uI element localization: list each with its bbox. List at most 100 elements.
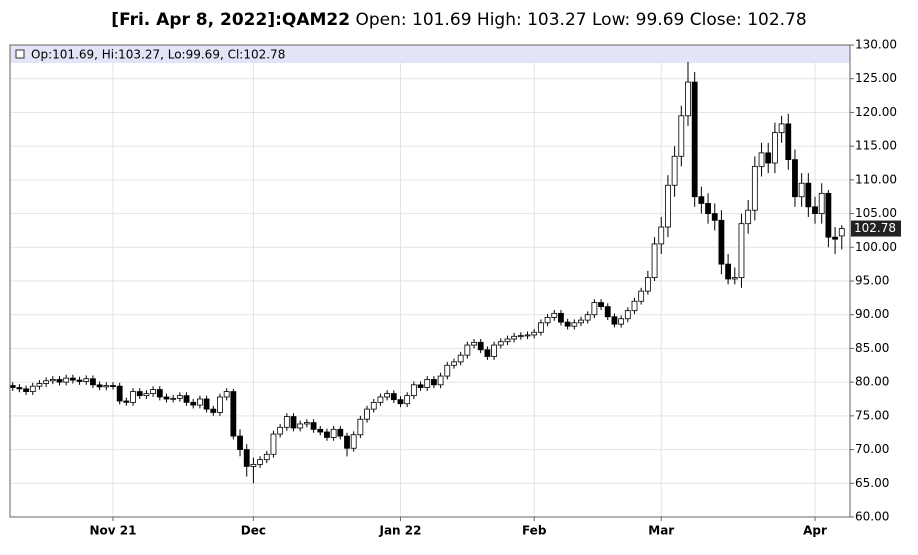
candle-body [705, 203, 711, 214]
candle-body [838, 228, 845, 237]
candle-body [805, 182, 812, 208]
candle-body [611, 316, 618, 325]
candle-body [344, 435, 350, 449]
y-tick-label: 115.00 [855, 139, 897, 153]
candle-body [250, 464, 257, 467]
candle-body [116, 385, 123, 402]
candle-body [497, 341, 504, 346]
candle-body [404, 395, 411, 405]
candle-body [370, 401, 377, 410]
candle-body [290, 416, 297, 429]
grid [10, 44, 850, 518]
candle-body [718, 219, 725, 265]
candle-body [337, 428, 344, 437]
x-tick-label: Nov 21 [89, 524, 136, 538]
candle-body [798, 182, 805, 198]
candle-body [29, 385, 36, 392]
candle-body [551, 312, 558, 318]
candle-body [270, 433, 277, 455]
candle-body [223, 391, 230, 398]
candle-body [544, 317, 551, 324]
candle-body [277, 426, 284, 435]
candle-body [464, 344, 471, 356]
candle-body [644, 277, 651, 292]
candle-body [484, 349, 491, 357]
candle-body [176, 395, 183, 399]
candle-body [210, 408, 217, 413]
candle-body [310, 422, 317, 430]
candle-body [685, 81, 691, 117]
candle-body [170, 397, 177, 400]
candle-body [785, 123, 792, 161]
candle-body [90, 378, 96, 386]
y-tick-label: 65.00 [855, 476, 889, 490]
y-tick-label: 90.00 [855, 307, 889, 321]
y-tick-label: 110.00 [855, 172, 897, 186]
candle-body [43, 380, 50, 384]
candle-body [410, 384, 417, 397]
candle-body [564, 321, 571, 327]
y-tick-label: 70.00 [855, 442, 889, 456]
candle-body [417, 384, 424, 388]
candle-body [257, 459, 263, 465]
x-tick-label: Jan 22 [378, 524, 421, 538]
candle-body [665, 184, 671, 228]
candle-body [765, 152, 772, 164]
candle-body [150, 389, 157, 395]
candle-body [832, 236, 838, 240]
candle-body [531, 331, 538, 336]
candle-body [745, 209, 752, 225]
y-tick-label: 125.00 [855, 71, 897, 85]
candle-body [390, 393, 397, 401]
candle-body [818, 192, 825, 214]
candle-body [631, 300, 638, 312]
y-tick-label: 100.00 [855, 240, 897, 254]
candle-body [598, 302, 604, 308]
candle-body [317, 428, 324, 433]
candle-body [624, 310, 631, 320]
y-tick-label: 105.00 [855, 206, 897, 220]
candle-body [751, 165, 758, 211]
candle-body [103, 385, 110, 388]
y-tick-label: 60.00 [855, 510, 889, 524]
candle-body [324, 431, 330, 438]
y-tick-label: 95.00 [855, 274, 889, 288]
candle-body [812, 206, 818, 214]
candle-body [437, 375, 444, 386]
candle-body [384, 393, 391, 398]
candle-body [444, 364, 451, 377]
candle-body [651, 243, 658, 279]
candle-body [604, 306, 611, 318]
candle-body [792, 159, 798, 198]
y-tick-label: 75.00 [855, 408, 889, 422]
x-tick-label: Mar [648, 524, 674, 538]
candle-body [377, 396, 384, 403]
candle-body [63, 377, 70, 383]
last-price-box [851, 220, 901, 237]
candle-body [578, 319, 584, 324]
candle-body [364, 408, 370, 420]
candle-body [136, 391, 143, 397]
candle-body [9, 385, 16, 388]
candle-body [23, 388, 29, 392]
candle-body [397, 399, 404, 405]
candle-body [83, 378, 90, 382]
candle-body [183, 395, 190, 403]
candle-body [217, 396, 223, 413]
candle-body [96, 384, 103, 388]
candle-body [571, 322, 578, 327]
candle-body [584, 314, 591, 321]
legend-text: Op:101.69, Hi:103.27, Lo:99.69, Cl:102.7… [31, 48, 285, 62]
x-tick-label: Apr [803, 524, 827, 538]
legend-icon [15, 49, 25, 59]
candle-body [491, 344, 497, 357]
candle-body [618, 318, 625, 325]
candle-body [297, 423, 304, 429]
candle-body [825, 192, 832, 238]
candle-body [691, 81, 698, 198]
candle-body [504, 338, 511, 343]
candle-body [243, 449, 250, 467]
candle-body [424, 379, 431, 388]
candle-body [237, 435, 243, 450]
